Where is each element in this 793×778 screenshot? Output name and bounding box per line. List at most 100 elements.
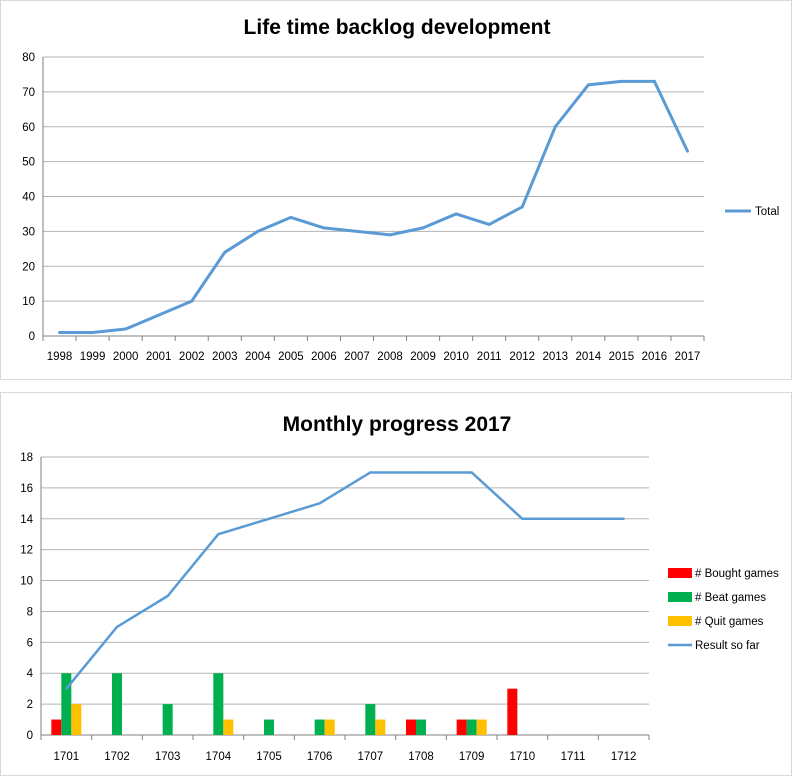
data-point (622, 517, 625, 520)
x-tick-label: 1705 (256, 751, 282, 763)
x-tick-label: 1709 (459, 751, 485, 763)
y-tick-label: 0 (27, 730, 33, 742)
y-tick-label: 30 (22, 226, 35, 238)
x-tick-label: 1711 (561, 751, 586, 763)
y-tick-label: 10 (22, 296, 35, 308)
data-point (91, 331, 95, 335)
data-point (421, 226, 425, 230)
y-tick-label: 50 (22, 157, 35, 169)
data-point (652, 79, 656, 83)
x-tick-label: 1998 (47, 351, 73, 363)
bar-quit-games (223, 719, 234, 735)
data-point (487, 222, 491, 226)
bar-bought-games (456, 719, 467, 735)
legend-label: Result so far (695, 640, 760, 652)
bar-beat-games (416, 719, 426, 735)
data-point (217, 533, 220, 536)
x-tick-label: 1701 (54, 751, 80, 763)
data-point (157, 313, 161, 317)
x-tick-label: 2007 (344, 351, 370, 363)
x-tick-label: 1703 (155, 751, 181, 763)
data-point (454, 212, 458, 216)
x-tick-label: 2001 (146, 351, 172, 363)
data-point (553, 125, 557, 129)
bar-beat-games (162, 704, 173, 735)
data-point (470, 471, 473, 474)
y-tick-label: 70 (22, 87, 35, 99)
data-point (190, 299, 194, 303)
data-point (355, 229, 359, 233)
backlog-chart-panel: Life time backlog development 0 10 20 30 40 5… (0, 0, 792, 380)
x-tick-label: 2002 (179, 351, 205, 363)
data-point (322, 226, 326, 230)
monthly-combo-chart: Monthly progress 2017 0 2 4 6 8 10 12 14 16 18 17… (20, 413, 779, 763)
y-tick-label: 16 (20, 483, 33, 495)
x-tick-label: 2017 (675, 351, 701, 363)
x-tick-label: 2016 (642, 351, 668, 363)
data-point (256, 229, 260, 233)
x-tick-label: 2003 (212, 351, 238, 363)
y-tick-label: 80 (22, 52, 35, 64)
bar-beat-games (61, 673, 72, 735)
chart-title: Life time backlog development (244, 16, 551, 39)
y-tick-label: 12 (20, 545, 33, 557)
bar-bought-games (406, 719, 416, 735)
y-tick-label: 6 (27, 637, 33, 649)
x-tick-label: 2013 (542, 351, 568, 363)
data-point (685, 149, 689, 153)
y-tick-label: 4 (27, 668, 34, 680)
data-point (58, 331, 62, 335)
data-point (619, 79, 623, 83)
data-point (166, 594, 169, 598)
x-tick-label: 2004 (245, 351, 271, 363)
data-point (65, 687, 68, 690)
legend-label: Total (755, 206, 779, 218)
data-point (520, 205, 524, 209)
monthly-chart-panel: Monthly progress 2017 0 2 4 6 8 10 12 14 16 18 17… (0, 392, 792, 776)
x-tick-label: 1712 (611, 751, 637, 763)
x-tick-label: 1706 (307, 751, 333, 763)
y-tick-label: 10 (20, 576, 33, 588)
x-tick-label: 2011 (477, 351, 502, 363)
data-point (521, 517, 524, 520)
x-tick-label: 2010 (443, 351, 469, 363)
data-point (388, 233, 392, 237)
bar-beat-games (365, 704, 376, 735)
bar-bought-games (507, 688, 518, 735)
legend-swatch (668, 568, 692, 578)
x-tick-label: 2015 (609, 351, 635, 363)
x-tick-label: 1702 (104, 751, 130, 763)
y-tick-label: 18 (20, 452, 33, 464)
data-point (571, 517, 575, 520)
legend-label: # Bought games (695, 568, 779, 580)
y-tick-label: 14 (20, 514, 33, 526)
x-tick-label: 2012 (509, 351, 535, 363)
y-tick-label: 2 (27, 699, 33, 711)
bar-beat-games (264, 719, 274, 735)
x-tick-label: 1704 (206, 751, 232, 763)
y-tick-label: 60 (22, 122, 35, 134)
x-tick-label: 1710 (510, 751, 536, 763)
bar-bought-games (51, 719, 62, 735)
legend-swatch (668, 592, 692, 602)
data-point (267, 517, 271, 520)
data-point (124, 327, 128, 331)
data-point (289, 215, 293, 219)
backlog-line-chart: Life time backlog development 0 10 20 30 40 5… (22, 16, 779, 363)
bar-beat-games (112, 673, 122, 735)
y-tick-label: 8 (27, 606, 33, 618)
y-tick-label: 40 (22, 192, 35, 204)
legend-swatch (668, 616, 692, 626)
x-tick-label: 1708 (408, 751, 434, 763)
bar-quit-games (324, 719, 335, 735)
data-point (586, 83, 590, 87)
x-tick-label: 1707 (358, 751, 384, 763)
legend-label: # Quit games (695, 616, 764, 628)
data-point (318, 502, 321, 505)
bar-quit-games (71, 704, 82, 735)
x-tick-label: 1999 (80, 351, 106, 363)
chart-title: Monthly progress 2017 (283, 413, 512, 436)
data-point (369, 471, 372, 474)
x-tick-label: 2005 (278, 351, 304, 363)
bar-quit-games (476, 719, 487, 735)
